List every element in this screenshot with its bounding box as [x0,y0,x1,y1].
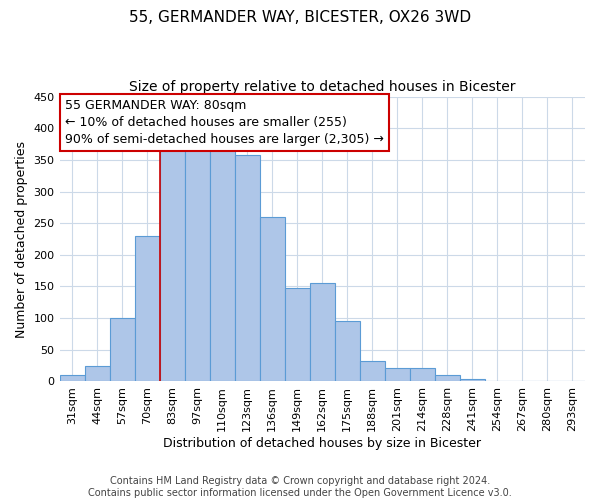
Bar [235,156,260,382]
Bar [485,381,510,382]
Bar [535,381,560,382]
Bar [285,288,310,382]
Text: 55, GERMANDER WAY, BICESTER, OX26 3WD: 55, GERMANDER WAY, BICESTER, OX26 3WD [129,10,471,25]
Bar [59,375,85,382]
Bar [160,150,185,382]
Bar [209,144,235,382]
Y-axis label: Number of detached properties: Number of detached properties [15,140,28,338]
Bar [460,379,485,382]
Bar [385,368,410,382]
Bar [110,318,134,382]
X-axis label: Distribution of detached houses by size in Bicester: Distribution of detached houses by size … [163,437,481,450]
Bar [410,368,435,382]
Bar [435,375,460,382]
Bar [360,360,385,382]
Title: Size of property relative to detached houses in Bicester: Size of property relative to detached ho… [129,80,515,94]
Bar [185,147,209,382]
Text: Contains HM Land Registry data © Crown copyright and database right 2024.
Contai: Contains HM Land Registry data © Crown c… [88,476,512,498]
Bar [335,322,360,382]
Bar [260,217,285,382]
Bar [85,366,110,382]
Bar [134,236,160,382]
Text: 55 GERMANDER WAY: 80sqm
← 10% of detached houses are smaller (255)
90% of semi-d: 55 GERMANDER WAY: 80sqm ← 10% of detache… [65,100,383,146]
Bar [310,284,335,382]
